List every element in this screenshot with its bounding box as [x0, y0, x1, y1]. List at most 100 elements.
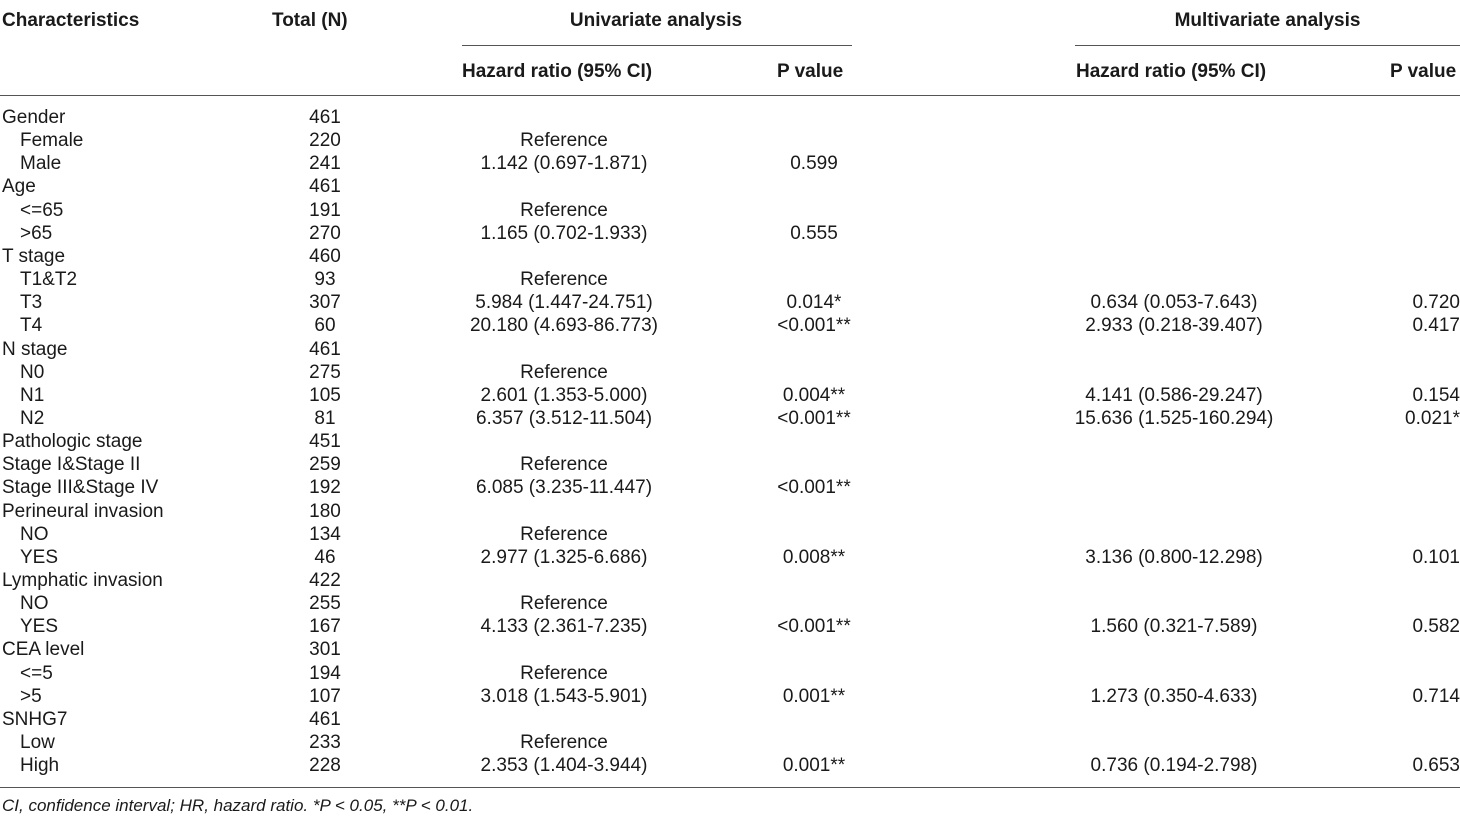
cell-characteristic: T4 — [20, 315, 43, 336]
cell-univariate-hr: 5.984 (1.447-24.751) — [475, 292, 653, 313]
cell-univariate-p: <0.001** — [777, 408, 851, 429]
cell-multivariate-p: 0.101 — [1412, 547, 1460, 568]
cell-univariate-p: 0.555 — [790, 223, 838, 244]
cell-multivariate-p: 0.653 — [1412, 755, 1460, 776]
cell-total: 460 — [309, 246, 341, 267]
cell-total: 233 — [309, 732, 341, 753]
table-bottom-rule — [0, 787, 1460, 788]
cell-multivariate-hr: 3.136 (0.800-12.298) — [1085, 547, 1263, 568]
cell-characteristic: CEA level — [2, 639, 85, 660]
table-footnote: CI, confidence interval; HR, hazard rati… — [2, 796, 474, 815]
header-multivariate: Multivariate analysis — [1174, 10, 1361, 31]
cell-univariate-hr: Reference — [520, 663, 608, 684]
cell-total: 451 — [309, 431, 341, 452]
cell-total: 46 — [314, 547, 336, 568]
cell-characteristic: <=65 — [20, 200, 64, 221]
cell-total: 307 — [309, 292, 341, 313]
cell-characteristic: NO — [20, 593, 49, 614]
cell-characteristic: SNHG7 — [2, 709, 68, 730]
cell-univariate-hr: 3.018 (1.543-5.901) — [480, 686, 648, 707]
cell-total: 228 — [309, 755, 341, 776]
cell-total: 105 — [309, 385, 341, 406]
cell-characteristic: N0 — [20, 362, 45, 383]
cell-univariate-hr: Reference — [520, 269, 608, 290]
cell-characteristic: Stage III&Stage IV — [2, 477, 159, 498]
cell-total: 81 — [314, 408, 336, 429]
cell-total: 461 — [309, 176, 341, 197]
cell-characteristic: Low — [20, 732, 55, 753]
header-univariate: Univariate analysis — [569, 10, 743, 31]
cell-total: 192 — [309, 477, 341, 498]
cell-characteristic: YES — [20, 616, 59, 637]
header-total: Total (N) — [272, 10, 348, 31]
univariate-group-rule — [462, 45, 852, 46]
cell-characteristic: >65 — [20, 223, 53, 244]
cell-univariate-hr: 1.142 (0.697-1.871) — [480, 153, 648, 174]
cell-total: 301 — [309, 639, 341, 660]
cell-total: 461 — [309, 709, 341, 730]
header-characteristics: Characteristics — [2, 10, 140, 31]
cell-characteristic: NO — [20, 524, 49, 545]
cell-total: 93 — [314, 269, 336, 290]
cell-univariate-p: <0.001** — [777, 315, 851, 336]
cell-multivariate-p: 0.720 — [1412, 292, 1460, 313]
cell-characteristic: High — [20, 755, 60, 776]
multivariate-group-rule — [1075, 45, 1460, 46]
cell-characteristic: Pathologic stage — [2, 431, 143, 452]
cell-multivariate-hr: 1.273 (0.350-4.633) — [1090, 686, 1258, 707]
cell-characteristic: N1 — [20, 385, 45, 406]
cell-univariate-hr: 1.165 (0.702-1.933) — [480, 223, 648, 244]
cell-multivariate-hr: 15.636 (1.525-160.294) — [1074, 408, 1274, 429]
cell-univariate-hr: 6.357 (3.512-11.504) — [475, 408, 653, 429]
cell-total: 255 — [309, 593, 341, 614]
cell-total: 461 — [309, 339, 341, 360]
cell-multivariate-hr: 0.634 (0.053-7.643) — [1090, 292, 1258, 313]
cell-characteristic: T3 — [20, 292, 43, 313]
cell-univariate-hr: Reference — [520, 454, 608, 475]
cell-multivariate-p: 0.582 — [1412, 616, 1460, 637]
header-p-univariate: P value — [777, 61, 844, 82]
cell-multivariate-hr: 2.933 (0.218-39.407) — [1085, 315, 1263, 336]
cell-total: 461 — [309, 107, 341, 128]
cell-characteristic: T stage — [2, 246, 66, 267]
cell-total: 180 — [309, 501, 341, 522]
header-p-multivariate: P value — [1390, 61, 1457, 82]
cell-univariate-hr: Reference — [520, 130, 608, 151]
cell-characteristic: Perineural invasion — [2, 501, 164, 522]
cell-univariate-hr: Reference — [520, 524, 608, 545]
cell-total: 259 — [309, 454, 341, 475]
cell-characteristic: N2 — [20, 408, 45, 429]
cell-total: 191 — [309, 200, 341, 221]
cell-univariate-hr: Reference — [520, 593, 608, 614]
cell-multivariate-hr: 1.560 (0.321-7.589) — [1090, 616, 1258, 637]
cell-univariate-hr: 20.180 (4.693-86.773) — [469, 315, 659, 336]
cell-univariate-hr: Reference — [520, 200, 608, 221]
cell-total: 275 — [309, 362, 341, 383]
cell-characteristic: Male — [20, 153, 62, 174]
cell-total: 220 — [309, 130, 341, 151]
cell-univariate-p: 0.001** — [782, 755, 846, 776]
cell-multivariate-p: 0.021* — [1405, 408, 1460, 429]
cell-univariate-hr: 2.353 (1.404-3.944) — [480, 755, 648, 776]
cell-univariate-hr: 2.977 (1.325-6.686) — [480, 547, 648, 568]
cell-univariate-hr: Reference — [520, 362, 608, 383]
header-bottom-rule — [0, 95, 1460, 96]
cell-total: 167 — [309, 616, 341, 637]
cell-multivariate-p: 0.154 — [1412, 385, 1460, 406]
cell-univariate-p: <0.001** — [777, 477, 851, 498]
cell-univariate-hr: 6.085 (3.235-11.447) — [475, 477, 653, 498]
cell-multivariate-p: 0.417 — [1412, 315, 1460, 336]
cell-characteristic: N stage — [2, 339, 68, 360]
cell-univariate-p: 0.599 — [790, 153, 838, 174]
cell-characteristic: <=5 — [20, 663, 53, 684]
cell-characteristic: YES — [20, 547, 59, 568]
cell-total: 241 — [309, 153, 341, 174]
cell-characteristic: Gender — [2, 107, 66, 128]
cell-univariate-p: 0.001** — [782, 686, 846, 707]
cell-characteristic: Female — [20, 130, 84, 151]
cell-total: 194 — [309, 663, 341, 684]
cell-characteristic: >5 — [20, 686, 42, 707]
cell-univariate-p: <0.001** — [777, 616, 851, 637]
cell-total: 107 — [309, 686, 341, 707]
cell-characteristic: Age — [2, 176, 36, 197]
